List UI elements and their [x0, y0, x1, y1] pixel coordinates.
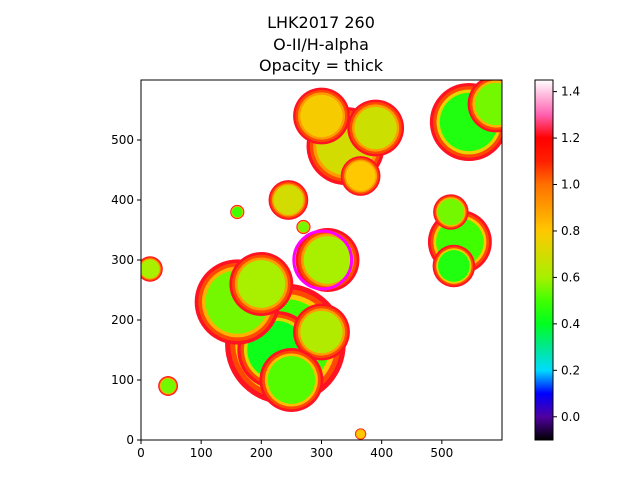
heatmap-region — [230, 204, 245, 220]
x-axis: 0 100 200 300 400 500 — [137, 440, 453, 460]
annotation-layer — [292, 229, 354, 291]
heatmap-region — [293, 87, 350, 145]
heatmap-regions — [141, 80, 502, 440]
colorbar-ticks: 0.0 0.2 0.4 0.6 0.8 1.0 1.2 1.4 — [553, 85, 580, 424]
colorbar: 0.0 0.2 0.4 0.6 0.8 1.0 1.2 1.4 — [534, 79, 580, 441]
heatmap-region-ring — [300, 310, 343, 354]
heatmap-region-ring — [298, 221, 309, 233]
colorbar-tick-label: 0.4 — [561, 317, 580, 331]
heatmap-region — [432, 244, 476, 288]
heatmap-region-ring — [160, 378, 176, 394]
x-tick-label: 400 — [370, 446, 393, 460]
heatmap-region-ring — [273, 185, 304, 215]
colorbar-tick-label: 0.8 — [561, 224, 580, 238]
chart-title-line-2: O-II/H-alpha — [273, 35, 369, 54]
colorbar-gradient — [534, 79, 554, 441]
y-tick-label: 300 — [111, 253, 134, 267]
heatmap-region — [259, 348, 324, 412]
heatmap-region — [158, 376, 179, 396]
y-tick-label: 400 — [111, 193, 134, 207]
chart-title-line-3: Opacity = thick — [259, 56, 384, 75]
y-axis: 0 100 200 300 400 500 — [111, 133, 141, 447]
heatmap-region-ring — [267, 356, 316, 404]
y-tick-label: 500 — [111, 133, 134, 147]
heatmap-region — [293, 303, 350, 361]
heatmap-region — [295, 228, 360, 292]
heatmap-region — [340, 156, 381, 196]
heatmap-region — [296, 219, 311, 235]
y-tick-label: 200 — [111, 313, 134, 327]
colorbar-tick-label: 0.0 — [561, 410, 580, 424]
colorbar-tick-label: 1.0 — [561, 178, 580, 192]
heatmap-region — [467, 80, 502, 133]
heatmap-region-ring — [356, 429, 365, 439]
heatmap-region-ring — [437, 250, 470, 282]
x-tick-label: 500 — [430, 446, 453, 460]
heatmap-region-ring — [474, 82, 502, 126]
heatmap-region — [141, 256, 163, 282]
x-tick-label: 200 — [250, 446, 273, 460]
heatmap-region-ring — [237, 260, 286, 308]
heatmap-plot-area — [140, 79, 503, 441]
x-tick-label: 100 — [190, 446, 213, 460]
heatmap-region — [268, 180, 309, 220]
heatmap-region-ring — [437, 198, 465, 226]
y-tick-label: 0 — [126, 433, 134, 447]
heatmap-region-ring — [141, 259, 160, 279]
colorbar-tick-label: 0.2 — [561, 363, 580, 377]
heatmap-region-ring — [303, 236, 352, 284]
heatmap-region — [433, 194, 469, 230]
heatmap-region — [229, 252, 294, 316]
y-tick-label: 100 — [111, 373, 134, 387]
heatmap-region-ring — [354, 106, 397, 150]
heatmap-region-ring — [345, 161, 376, 191]
colorbar-tick-label: 0.6 — [561, 270, 580, 284]
chart-title-line-1: LHK2017 260 — [267, 13, 375, 32]
annotation-circle — [292, 229, 354, 291]
heatmap-region-ring — [231, 206, 243, 218]
x-tick-label: 300 — [310, 446, 333, 460]
x-tick-label: 0 — [137, 446, 145, 460]
heatmap-region-ring — [300, 94, 343, 138]
colorbar-tick-label: 1.4 — [561, 85, 580, 99]
heatmap-region — [354, 428, 367, 440]
colorbar-tick-label: 1.2 — [561, 131, 580, 145]
heatmap-region — [347, 99, 405, 157]
